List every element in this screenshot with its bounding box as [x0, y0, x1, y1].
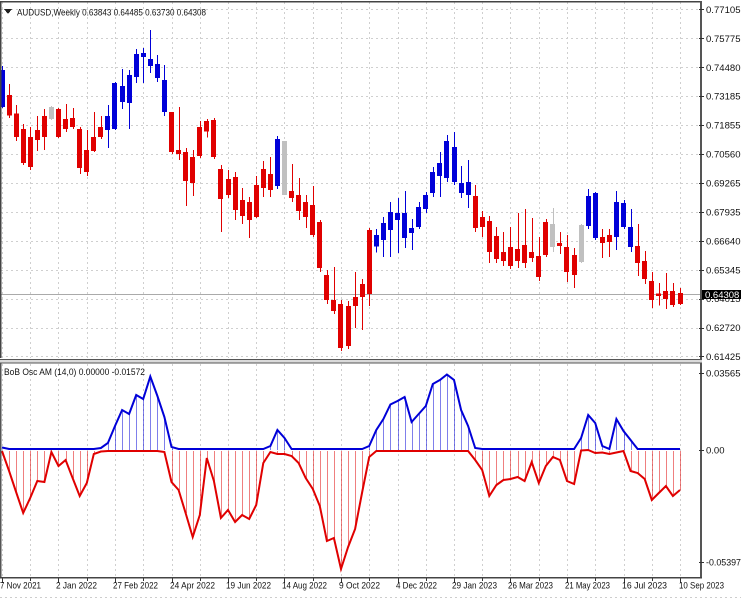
- svg-text:0.64308: 0.64308: [705, 290, 739, 301]
- svg-text:9 Oct 2022: 9 Oct 2022: [339, 581, 380, 592]
- svg-text:0.03565: 0.03565: [706, 369, 741, 380]
- svg-text:0.74480: 0.74480: [706, 63, 741, 74]
- svg-text:-0.05397: -0.05397: [706, 558, 741, 569]
- svg-text:24 Apr 2022: 24 Apr 2022: [170, 581, 215, 592]
- svg-text:10 Sep 2023: 10 Sep 2023: [679, 581, 724, 592]
- svg-text:14 Aug 2022: 14 Aug 2022: [282, 581, 327, 592]
- svg-text:0.71855: 0.71855: [706, 121, 741, 132]
- svg-text:26 Mar 2023: 26 Mar 2023: [508, 581, 553, 592]
- svg-text:0.64015: 0.64015: [706, 294, 741, 305]
- svg-text:0.66640: 0.66640: [706, 236, 741, 247]
- svg-text:0.65345: 0.65345: [706, 265, 741, 276]
- svg-text:2 Jan 2022: 2 Jan 2022: [56, 581, 97, 592]
- svg-text:0.77105: 0.77105: [706, 5, 741, 16]
- svg-text:0.70560: 0.70560: [706, 150, 741, 161]
- svg-text:0.75775: 0.75775: [706, 34, 741, 45]
- svg-text:AUDUSD,Weekly 0.63843 0.64485: AUDUSD,Weekly 0.63843 0.64485 0.63730 0.…: [17, 8, 206, 19]
- svg-text:0.67935: 0.67935: [706, 207, 741, 218]
- svg-text:0.61425: 0.61425: [706, 352, 741, 363]
- svg-text:0.62720: 0.62720: [706, 323, 741, 334]
- svg-text:19 Jun 2022: 19 Jun 2022: [226, 581, 271, 592]
- svg-text:4 Dec 2022: 4 Dec 2022: [396, 581, 437, 592]
- svg-text:7 Nov 2021: 7 Nov 2021: [0, 581, 41, 592]
- svg-text:0.73185: 0.73185: [706, 92, 741, 103]
- svg-text:27 Feb 2022: 27 Feb 2022: [113, 581, 158, 592]
- svg-text:29 Jan 2023: 29 Jan 2023: [452, 581, 497, 592]
- svg-text:0.69265: 0.69265: [706, 179, 741, 190]
- svg-text:BoB Osc AM (14,0) 0.00000 -0.0: BoB Osc AM (14,0) 0.00000 -0.01572: [4, 367, 145, 378]
- svg-text:21 May 2023: 21 May 2023: [565, 581, 610, 592]
- svg-text:16 Jul 2023: 16 Jul 2023: [622, 581, 667, 592]
- svg-text:0.00: 0.00: [706, 446, 725, 457]
